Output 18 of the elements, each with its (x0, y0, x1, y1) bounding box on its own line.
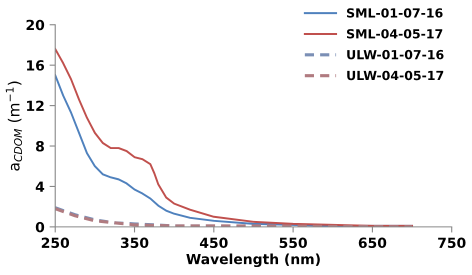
y-tick-label: 4 (36, 182, 44, 192)
y-tick-label: 8 (36, 140, 44, 152)
y-tick-label: 16 (27, 60, 44, 71)
x-tick-label: 750 (438, 238, 466, 248)
legend-label: SML-01-07-16 (346, 8, 443, 18)
x-tick-label: 650 (358, 238, 386, 248)
x-tick-label: 350 (120, 238, 148, 248)
y-axis-title: a$_{CDOM}$ (m$^{−1}$) (6, 82, 22, 171)
x-tick-label: 450 (200, 238, 228, 248)
y-tick-label: 12 (27, 100, 44, 111)
x-tick-label: 550 (280, 238, 307, 248)
x-axis-title: Wavelength (nm) (186, 254, 320, 268)
x-tick-label: 250 (42, 238, 70, 248)
y-tick-label: 0 (36, 222, 44, 232)
legend-label: SML-04-05-17 (346, 29, 442, 39)
y-tick-label: 20 (26, 20, 44, 30)
legend-label: ULW-01-07-16 (347, 50, 444, 60)
legend-label: ULW-04-05-17 (347, 70, 444, 80)
